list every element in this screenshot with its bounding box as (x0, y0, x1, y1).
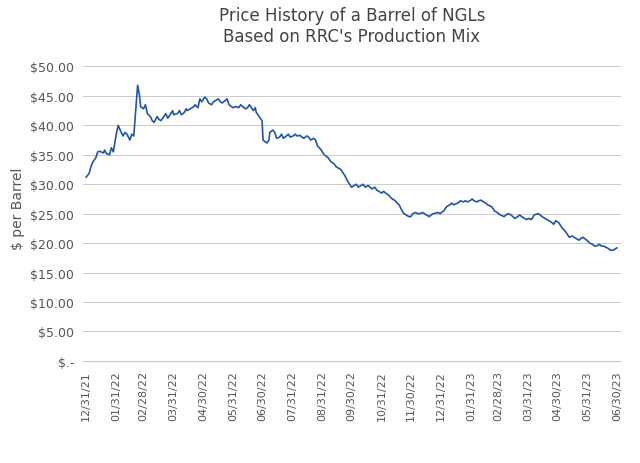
Y-axis label: $ per Barrel: $ per Barrel (11, 167, 24, 250)
Title: Price History of a Barrel of NGLs
Based on RRC's Production Mix: Price History of a Barrel of NGLs Based … (219, 7, 485, 46)
